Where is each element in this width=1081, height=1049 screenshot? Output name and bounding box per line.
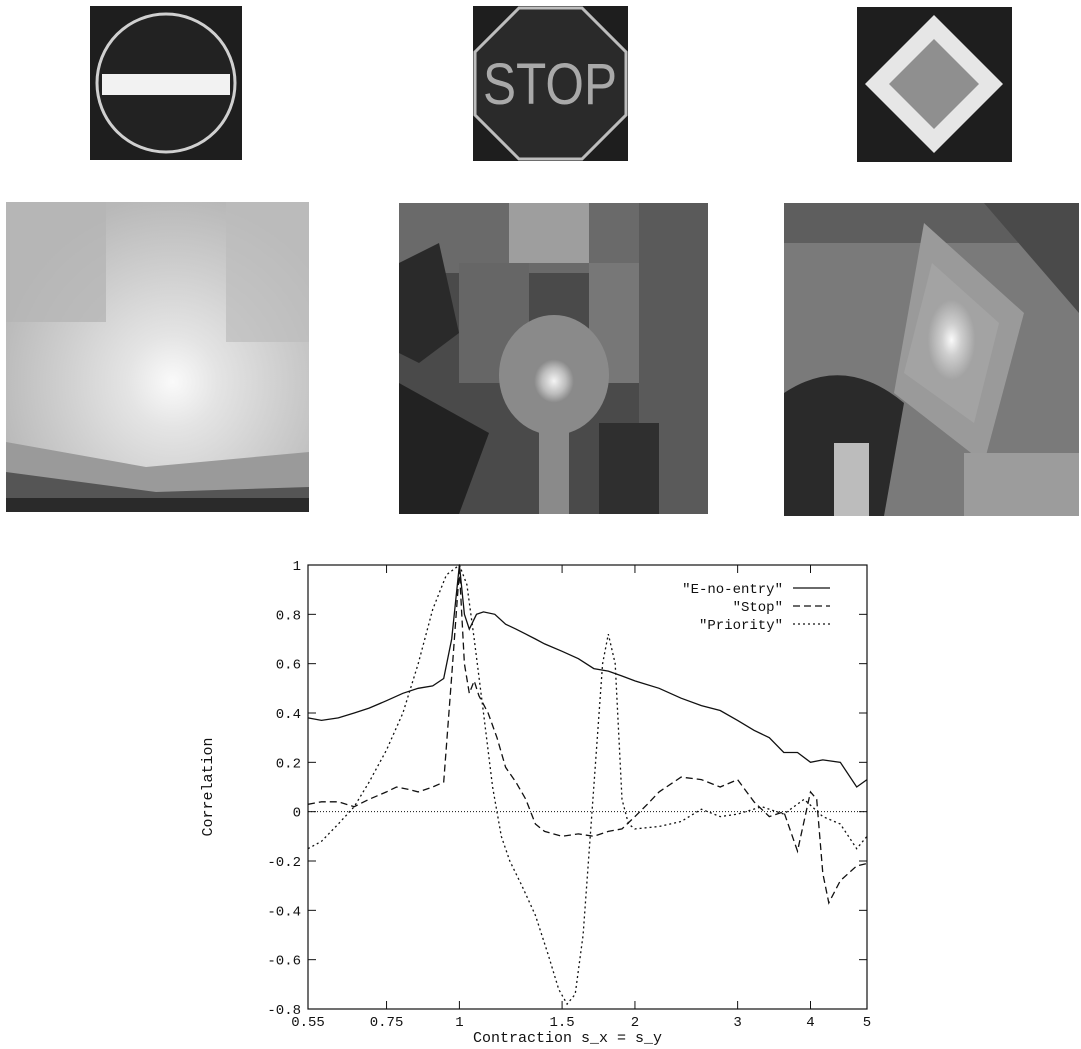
x-tick-label: 1.5 <box>549 1015 574 1031</box>
correlation-map-priority <box>784 203 1079 516</box>
correlation-map-stop <box>399 203 708 514</box>
series-line-2 <box>307 563 868 1006</box>
y-axis-label: Correlation <box>200 737 217 836</box>
x-tick-label: 2 <box>631 1015 639 1031</box>
legend-label: "E-no-entry" <box>682 582 783 598</box>
plot-frame <box>307 564 868 1010</box>
y-tick-label: -0.8 <box>267 1003 301 1019</box>
priority-sign <box>857 7 1012 162</box>
y-tick-label: -0.4 <box>267 904 301 920</box>
correlation-chart: 1 0.8 0.6 0.4 0.2 0 -0.2 -0.4 -0.6 -0.80.55 0.75 1 1… <box>200 559 871 1047</box>
y-tick-label: -0.2 <box>267 855 301 871</box>
y-tick-label: 0 <box>293 806 301 822</box>
stop-sign: STOP <box>473 6 628 161</box>
series-line-1 <box>307 569 868 905</box>
legend-label: "Priority" <box>699 618 783 634</box>
legend-label: "Stop" <box>733 600 783 616</box>
x-tick-label: 0.75 <box>370 1015 404 1031</box>
x-tick-label: 5 <box>863 1015 871 1031</box>
correlation-map-no-entry <box>6 202 309 512</box>
x-tick-label: 3 <box>733 1015 741 1031</box>
y-tick-label: 0.6 <box>276 658 301 674</box>
y-tick-label: -0.6 <box>267 954 301 970</box>
series-line-0 <box>307 564 868 788</box>
y-tick-label: 0.8 <box>276 608 301 624</box>
x-axis-label: Contraction s_x = s_y <box>473 1030 662 1047</box>
y-tick-label: 0.4 <box>276 707 301 723</box>
y-tick-label: 1 <box>293 559 301 575</box>
stop-sign-text: STOP <box>483 52 617 117</box>
no-entry-sign <box>90 6 242 160</box>
x-tick-label: 4 <box>806 1015 814 1031</box>
y-tick-label: 0.2 <box>276 756 301 772</box>
x-tick-label: 0.55 <box>291 1015 325 1031</box>
x-tick-label: 1 <box>455 1015 463 1031</box>
